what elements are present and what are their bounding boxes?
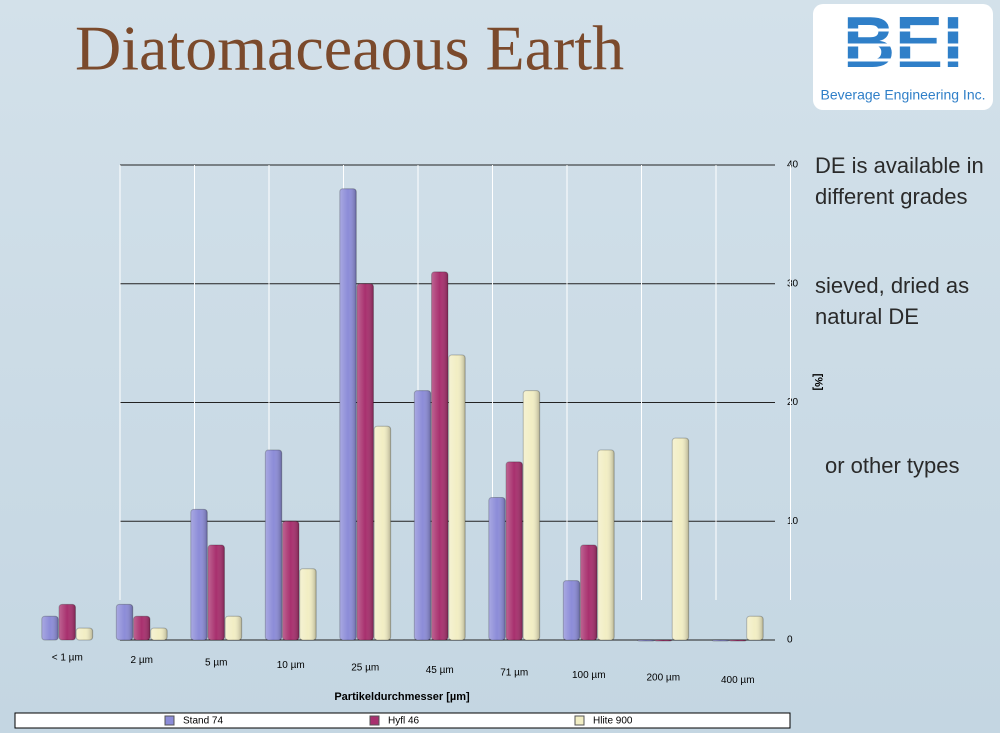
bar [711,639,730,642]
x-tick-label: 100 µm [572,670,606,681]
logo-subtitle: Beverage Engineering Inc. [821,87,986,103]
legend-label: Hyfl 46 [388,716,420,727]
bar [373,425,392,641]
bar [448,354,466,641]
bar [580,544,598,641]
x-tick-label: 2 µm [131,655,153,666]
bar [41,615,59,641]
bar [654,639,672,642]
note-box: sieved, dried as natural DE [815,273,970,329]
bar [356,283,374,641]
bar [282,520,300,641]
y-tick-label: 40 [787,160,799,171]
note: sieved, dried as natural DE [815,273,970,329]
bar [207,544,225,641]
x-tick-label: 71 µm [500,668,528,679]
bar [729,639,747,642]
bar [671,437,690,641]
legend-label: Hlite 900 [593,716,633,727]
bar [562,580,581,641]
x-tick-label: 5 µm [205,658,227,669]
slide-title: Diatomaceaous Earth [75,13,624,84]
legend-box [14,712,791,729]
bar [133,615,151,641]
legend-swatch [574,715,585,726]
bar [597,449,615,641]
x-tick-label: < 1 µm [52,653,83,664]
bar [339,188,357,641]
bar [75,627,94,641]
x-tick-label: 10 µm [277,660,305,671]
y-tick-label: 20 [787,397,799,408]
logo-stripes [820,28,990,62]
note: or other types [825,453,960,478]
x-tick-label: 25 µm [351,663,379,674]
bar [488,497,506,641]
bar [264,449,283,641]
x-tick-label: 45 µm [426,665,454,676]
bar [150,627,168,641]
bar [224,615,243,641]
x-tick-label: 200 µm [646,673,680,684]
y-axis-label: [%] [812,373,824,390]
x-tick-label: 400 µm [721,675,755,686]
note-box: DE is available in different grades [815,153,984,209]
y-tick-label: 0 [787,635,793,646]
bar [58,603,76,641]
x-axis-label: Partikeldurchmesser [µm] [334,691,470,703]
bar [431,271,449,641]
bar [637,639,655,642]
bar [505,461,523,641]
bar [299,568,317,641]
bar [522,390,541,641]
y-tick-label: 30 [787,278,799,289]
note: DE is available in different grades [815,153,984,209]
legend-swatch [369,715,380,726]
bar [115,603,134,641]
bar [413,390,432,641]
bar [190,508,208,641]
y-tick-label: 10 [787,516,799,527]
legend-swatch [164,715,175,726]
bar [746,615,764,641]
logo: BEI [843,3,963,83]
legend-label: Stand 74 [183,716,223,727]
